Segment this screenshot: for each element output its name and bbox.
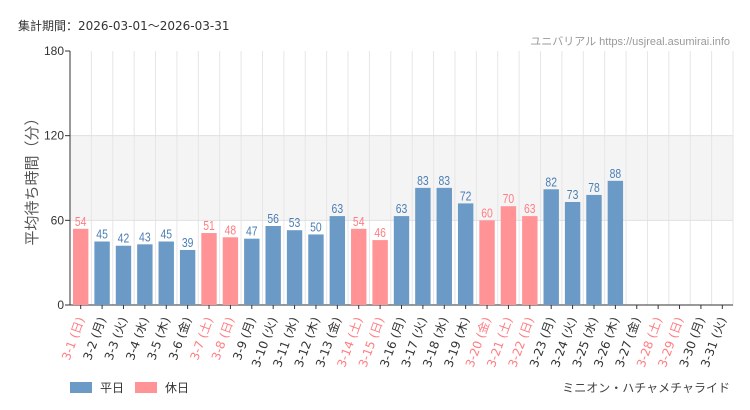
y-axis-label: 平均待ち時間（分） (23, 110, 41, 245)
data-label: 45 (160, 227, 172, 241)
data-label: 70 (503, 192, 515, 206)
bar (436, 187, 452, 305)
bar (115, 245, 132, 305)
attraction-name: ミニオン・ハチャメチャライド (562, 381, 730, 395)
bar (457, 203, 474, 305)
data-label: 73 (567, 188, 579, 202)
data-label: 47 (246, 225, 258, 239)
bar (543, 189, 559, 305)
site-credit: ユニバリアル https://usjreal.asumirai.info (530, 36, 730, 48)
bar (522, 216, 538, 305)
bar (607, 180, 624, 305)
y-tick-label: 60 (51, 213, 65, 227)
data-label: 53 (289, 216, 301, 230)
data-label: 63 (524, 202, 536, 216)
y-tick-label: 0 (57, 298, 64, 312)
bar (329, 216, 346, 305)
data-label: 50 (310, 220, 322, 234)
legend-weekday: 平日 (70, 379, 124, 396)
bar (372, 240, 388, 305)
legend-swatch-weekday (70, 382, 92, 393)
data-label: 60 (481, 206, 493, 220)
y-tick-label: 120 (44, 129, 64, 143)
bar (393, 216, 410, 305)
data-label: 43 (139, 230, 151, 244)
data-label: 42 (118, 232, 130, 246)
data-label: 82 (545, 175, 557, 189)
data-label: 63 (396, 202, 408, 216)
data-label: 48 (225, 223, 237, 237)
bar (137, 244, 153, 305)
bar (201, 233, 217, 305)
bar (222, 237, 239, 305)
data-label: 83 (438, 174, 450, 188)
bar (415, 187, 431, 305)
bar (308, 234, 324, 305)
data-label: 56 (267, 212, 279, 226)
legend-label-holiday: 休日 (165, 381, 190, 395)
bar (179, 249, 196, 305)
data-label: 39 (182, 236, 194, 250)
data-label: 72 (460, 189, 472, 203)
bar (286, 230, 303, 305)
data-label: 83 (417, 174, 429, 188)
data-label: 63 (332, 202, 344, 216)
bar (479, 220, 495, 305)
data-label: 54 (353, 215, 365, 229)
bar (72, 228, 89, 305)
data-label: 88 (610, 167, 622, 181)
bar (500, 206, 517, 305)
bar (158, 241, 174, 305)
bar (586, 194, 602, 305)
period-label: 集計期間：2026-03-01〜2026-03-31 (18, 19, 230, 33)
legend-holiday: 休日 (135, 379, 189, 396)
bar (564, 201, 581, 305)
data-label: 78 (588, 181, 600, 195)
bar (265, 225, 281, 305)
bar (244, 238, 260, 305)
legend-label-weekday: 平日 (100, 381, 125, 395)
data-label: 45 (96, 227, 108, 241)
data-label: 51 (203, 219, 215, 233)
bar (94, 241, 110, 305)
y-tick-label: 180 (44, 44, 64, 58)
bar (351, 228, 367, 305)
data-label: 46 (374, 226, 386, 240)
data-label: 54 (75, 215, 87, 229)
legend-swatch-holiday (135, 382, 157, 393)
